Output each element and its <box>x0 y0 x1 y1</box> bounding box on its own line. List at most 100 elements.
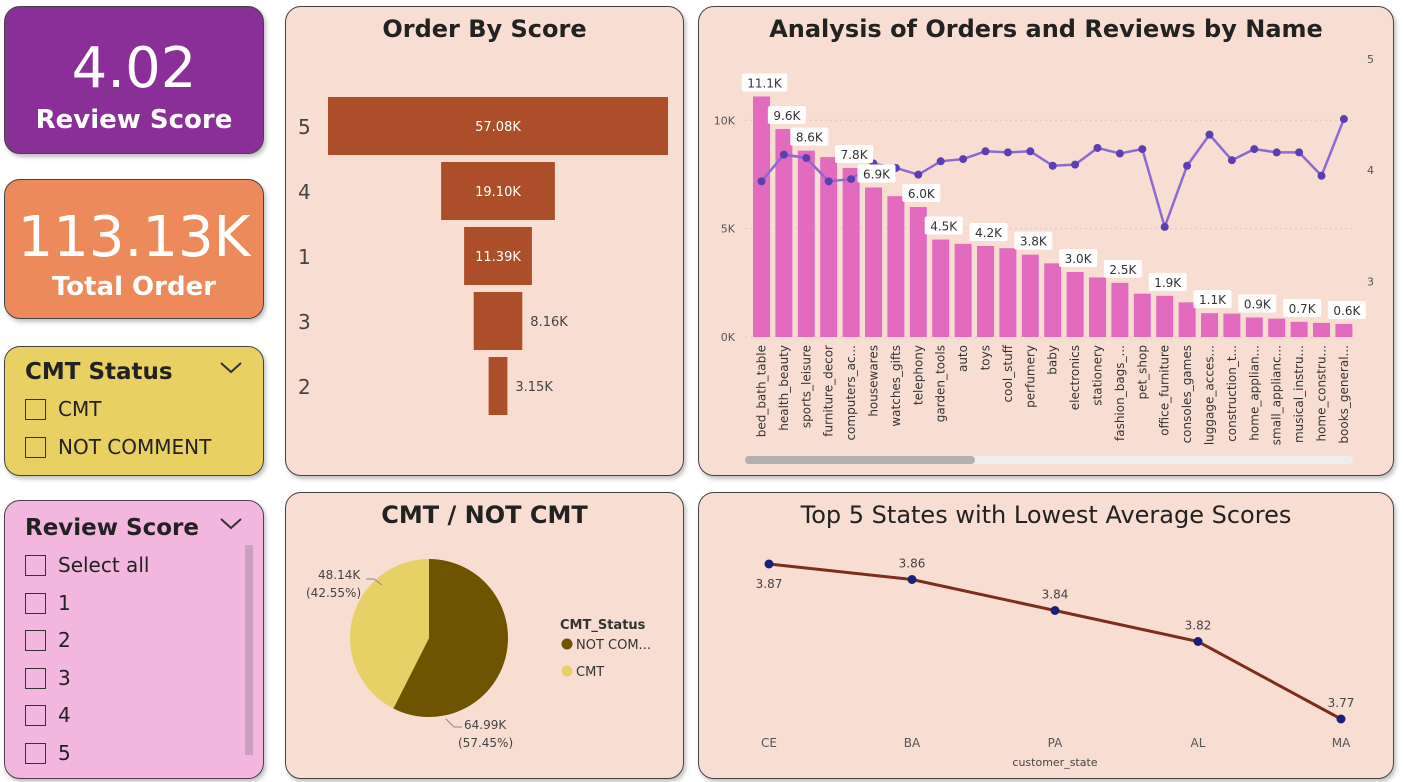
score-option-1[interactable]: 1 <box>25 591 71 615</box>
bar <box>1066 272 1084 337</box>
leader-line <box>366 578 383 586</box>
bar <box>1201 313 1218 337</box>
bar <box>909 207 927 337</box>
cmt-status-slicer: CMT Status CMT NOT COMMENT <box>4 346 264 476</box>
line-point <box>1193 637 1203 646</box>
line-point <box>1250 145 1259 154</box>
bar-label-bg <box>1103 259 1142 278</box>
checkbox[interactable] <box>25 554 46 576</box>
bar-data-label: 0.9K <box>1244 298 1272 312</box>
score-option-2[interactable]: 2 <box>25 628 71 652</box>
bar-data-label: 6.0K <box>908 187 936 201</box>
bar-data-label: 3.8K <box>1020 235 1048 249</box>
x-tick-label: home_applian... <box>1247 345 1261 441</box>
funnel-data-label: 8.16K <box>530 315 568 330</box>
funnel-data-label: 11.39K <box>475 250 521 265</box>
line-point <box>847 175 856 184</box>
checkbox[interactable] <box>25 592 46 614</box>
line-point <box>907 575 917 584</box>
checkbox[interactable] <box>25 436 46 458</box>
funnel-category-label: 4 <box>298 180 311 204</box>
bar-data-label: 0.6K <box>1333 304 1361 318</box>
bar-data-label: 4.2K <box>975 226 1003 240</box>
cmt-pie-panel: CMT / NOT CMT 64.99K (57.45%) 48.14K (42.55… <box>285 492 684 779</box>
bar <box>932 239 950 337</box>
bar-data-label: 9.6K <box>773 109 801 123</box>
legend-title: CMT_Status <box>560 618 646 633</box>
cmt-option[interactable]: CMT <box>25 397 101 421</box>
bar <box>887 196 905 337</box>
checkbox[interactable] <box>25 398 46 420</box>
chevron-down-icon[interactable] <box>219 359 243 380</box>
review-score-slicer-title: Review Score <box>25 515 199 541</box>
line-point <box>1205 130 1214 139</box>
line-point <box>779 150 788 159</box>
x-tick-label: fashion_bags_... <box>1113 345 1127 441</box>
bar-data-label: 1.9K <box>1154 276 1182 290</box>
x-tick-label: baby <box>1046 345 1060 375</box>
line-chart: 3.87 CE 3.86 BA 3.84 PA 3.82 AL 3.77 MA customer_s… <box>756 557 1355 770</box>
score-option-4[interactable]: 4 <box>25 703 71 727</box>
pie-slice <box>350 559 429 709</box>
bar <box>775 129 793 337</box>
score-option-3[interactable]: 3 <box>25 666 71 690</box>
total-order-value: 113.13K <box>17 205 251 270</box>
line-point <box>824 177 833 186</box>
checkbox[interactable] <box>25 629 46 651</box>
line-point <box>959 155 968 164</box>
bar-label-bg <box>1238 294 1277 313</box>
bar <box>1044 263 1062 337</box>
x-tick-label: auto <box>956 345 970 372</box>
pie-data-label: (42.55%) <box>306 586 361 600</box>
x-tick-label: health_beauty <box>777 345 791 431</box>
review-score-card: 4.02 Review Score <box>4 6 264 154</box>
checkbox[interactable] <box>25 742 46 764</box>
scrollbar-thumb[interactable] <box>745 456 975 464</box>
bar <box>1223 313 1241 337</box>
x-tick-label: toys <box>979 345 993 370</box>
slicer-scrollbar[interactable] <box>245 545 253 755</box>
select-all-option[interactable]: Select all <box>25 553 149 577</box>
funnel-category-label: 5 <box>298 115 311 139</box>
horizontal-scrollbar[interactable] <box>745 456 1353 464</box>
x-tick-label: AL <box>1191 736 1206 750</box>
bar-data-label: 6.9K <box>863 168 891 182</box>
x-tick-label: home_constru... <box>1315 345 1329 442</box>
x-tick-label: PA <box>1048 736 1063 750</box>
line-point <box>1160 222 1169 231</box>
bar-data-label: 1.1K <box>1199 293 1227 307</box>
x-tick-label: electronics <box>1068 345 1082 410</box>
chevron-down-icon[interactable] <box>219 515 243 536</box>
pie-data-label: (57.45%) <box>458 736 513 750</box>
not-comment-option[interactable]: NOT COMMENT <box>25 435 211 459</box>
checkbox[interactable] <box>25 667 46 689</box>
line-point <box>1003 148 1012 157</box>
review-score-slicer: Review Score Select all 1 2 3 4 5 <box>4 500 264 779</box>
funnel-category-label: 2 <box>298 375 311 399</box>
legend-entry: NOT COM... <box>576 638 651 653</box>
cmt-option-label: CMT <box>58 397 102 421</box>
option-label: 3 <box>58 666 71 690</box>
x-tick-label: furniture_decor <box>822 345 836 437</box>
bar-label-bg <box>1014 231 1053 250</box>
option-label: 1 <box>58 591 71 615</box>
bar-label-bg <box>741 73 788 92</box>
score-option-5[interactable]: 5 <box>25 741 71 765</box>
bar-label-bg <box>1059 249 1098 267</box>
pie-data-label: 48.14K <box>318 568 361 582</box>
bar <box>1089 277 1106 337</box>
order-by-score-title: Order By Score <box>382 15 587 43</box>
x-tick-label: construction_t... <box>1225 345 1239 442</box>
bar <box>999 248 1017 337</box>
total-order-label: Total Order <box>51 272 217 302</box>
review-score-label: Review Score <box>35 105 233 135</box>
bar-label-bg <box>902 184 941 202</box>
bar <box>842 168 860 337</box>
bar <box>1133 293 1151 337</box>
x-tick-label: sports_leisure <box>799 345 813 428</box>
x-tick-label: CE <box>761 736 777 750</box>
point-data-label: 3.77 <box>1328 696 1355 710</box>
bar <box>1268 318 1286 337</box>
leader-line <box>445 718 462 728</box>
checkbox[interactable] <box>25 704 46 726</box>
